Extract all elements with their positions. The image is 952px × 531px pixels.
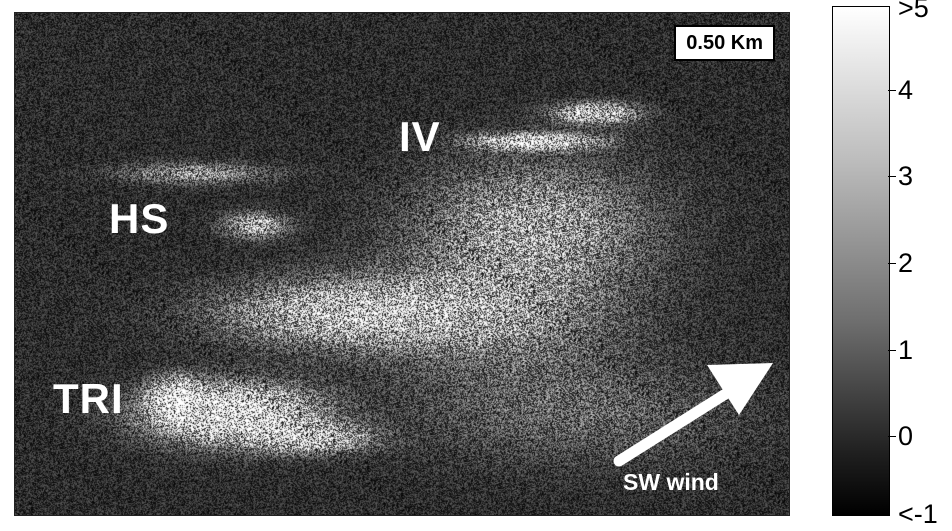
colorbar-tick xyxy=(888,263,896,264)
scale-bar-label: 0.50 Km xyxy=(674,25,775,61)
site-label-hs: HS xyxy=(109,195,170,242)
colorbar-tick-label: 0 xyxy=(898,421,914,451)
colorbar-bottom-label: <-1 xyxy=(898,499,938,529)
colorbar-tick xyxy=(888,436,896,437)
colorbar-tick-label: 4 xyxy=(898,75,914,105)
wind-direction-arrow-icon xyxy=(613,363,773,467)
colorbar-tick xyxy=(888,176,896,177)
colorbar-tick-label: 3 xyxy=(898,161,914,191)
colorbar-top-label: >5 xyxy=(898,0,929,23)
wind-label: SW wind xyxy=(623,469,719,495)
colorbar xyxy=(832,6,890,516)
site-label-tri: TRI xyxy=(53,375,124,422)
colorbar-tick-label: 1 xyxy=(898,335,914,365)
colorbar-tick xyxy=(888,350,896,351)
sar-image-panel: 0.50 Km IV HS TRI SW wind xyxy=(14,12,790,516)
site-label-iv: IV xyxy=(399,113,441,160)
colorbar-tick-label: 2 xyxy=(898,248,914,278)
colorbar-tick xyxy=(888,90,896,91)
